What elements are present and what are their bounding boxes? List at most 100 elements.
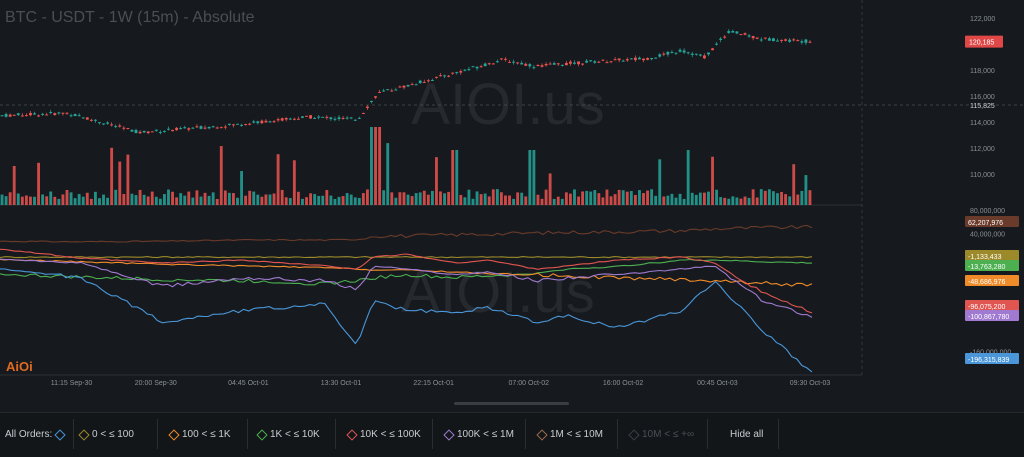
legend-10k-100k[interactable]: 10K < ≤ 100K <box>346 428 421 441</box>
candle <box>702 55 706 59</box>
volume-bar <box>443 193 446 205</box>
diamond-icon <box>54 428 66 441</box>
volume-bar <box>459 194 463 205</box>
volume-bar <box>650 189 654 205</box>
candle <box>788 39 792 42</box>
series-value-badge <box>965 250 1019 261</box>
legend-10m-inf[interactable]: 10M < ≤ +∞ <box>628 428 694 441</box>
volume-bar <box>556 196 560 205</box>
candle <box>528 64 532 67</box>
volume-bar <box>670 193 674 205</box>
volume-bar <box>560 198 564 205</box>
candle <box>65 112 69 114</box>
volume-bar <box>743 196 747 205</box>
candle <box>406 84 410 87</box>
candle <box>398 86 402 88</box>
candle <box>548 63 552 65</box>
candle <box>382 90 386 92</box>
candle <box>536 64 540 67</box>
legend-all-orders[interactable]: All Orders: <box>5 428 66 441</box>
volume-bar <box>694 194 698 205</box>
series-value-label: -1,133,433 <box>968 254 1002 261</box>
candle <box>284 118 288 120</box>
scroll-handle[interactable] <box>454 402 569 405</box>
volume-bar <box>264 194 268 205</box>
volume-bar <box>544 189 548 205</box>
volume-bar <box>114 189 118 205</box>
volume-bar <box>296 191 300 205</box>
candle <box>646 58 649 60</box>
volume-bar <box>621 190 625 205</box>
candle <box>426 80 430 82</box>
candle <box>163 130 166 132</box>
volume-bar <box>491 189 495 205</box>
volume-bar <box>516 192 520 205</box>
candle <box>296 118 300 120</box>
candle <box>593 61 597 63</box>
candle <box>808 41 812 43</box>
separator <box>707 419 708 449</box>
volume-bar <box>483 193 487 205</box>
candle <box>73 114 77 117</box>
candle <box>443 75 446 77</box>
legend-label: 100 < ≤ 1K <box>182 429 231 440</box>
volume-bar <box>142 194 146 205</box>
volume-bar <box>49 191 53 205</box>
volume-bar <box>658 159 662 205</box>
candle <box>134 129 138 134</box>
hide-all-button[interactable]: Hide all <box>730 429 763 440</box>
volume-bar <box>784 194 788 205</box>
legend-1m-10m[interactable]: 1M < ≤ 10M <box>536 428 603 441</box>
volume-bar <box>772 191 775 205</box>
candle <box>0 115 4 117</box>
candle <box>378 91 382 93</box>
legend-1k-10k[interactable]: 1K < ≤ 10K <box>256 428 320 441</box>
volume-bar <box>751 189 755 205</box>
candle <box>650 58 654 60</box>
candle <box>414 84 418 86</box>
legend-100-1k[interactable]: 100 < ≤ 1K <box>168 428 231 441</box>
candle <box>609 61 613 63</box>
candle <box>621 60 625 62</box>
legend-100k-1m[interactable]: 100K < ≤ 1M <box>443 428 514 441</box>
volume-bar <box>138 189 142 205</box>
legend-label: 10K < ≤ 100K <box>360 429 421 440</box>
volume-bar <box>98 198 101 205</box>
volume-bar <box>402 192 406 205</box>
volume-bar <box>110 147 114 205</box>
diamond-icon <box>168 428 180 441</box>
volume-bar <box>134 195 138 205</box>
candle <box>252 121 256 123</box>
separator <box>73 419 74 449</box>
candle <box>244 124 248 126</box>
candle <box>219 127 223 129</box>
volume-bar <box>175 197 179 205</box>
volume-bar <box>345 193 349 205</box>
candle <box>524 63 528 66</box>
depth-line-6 <box>0 268 813 373</box>
candle <box>280 118 284 121</box>
candle <box>61 112 65 114</box>
volume-bar <box>77 194 81 205</box>
volume-bar <box>256 194 260 205</box>
candle <box>439 75 442 77</box>
volume-bar <box>154 196 158 205</box>
candle <box>199 126 203 129</box>
candle <box>642 58 645 61</box>
volume-bar <box>163 194 166 205</box>
candle <box>495 61 499 63</box>
legend-0-100[interactable]: 0 < ≤ 100 <box>78 428 134 441</box>
candle <box>106 122 110 124</box>
volume-bar <box>398 192 402 205</box>
candle <box>666 51 670 55</box>
volume-bar <box>374 127 377 205</box>
candle <box>463 69 467 71</box>
volume-bar <box>122 193 126 205</box>
volume-bar <box>629 191 633 205</box>
diamond-icon <box>346 428 358 441</box>
volume-bar <box>504 195 507 205</box>
volume-bar <box>475 191 479 205</box>
y-tick-label: -160,000,000 <box>970 349 1011 356</box>
candle <box>53 113 57 115</box>
